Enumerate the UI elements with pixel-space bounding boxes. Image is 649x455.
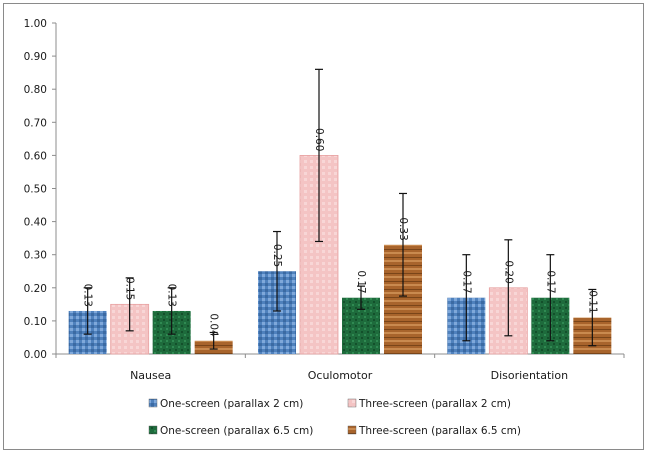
data-label: 0.17 xyxy=(355,270,367,293)
legend-label: One-screen (parallax 2 cm) xyxy=(160,398,303,410)
data-label: 0.20 xyxy=(502,260,514,283)
y-tick-label: 0.00 xyxy=(24,349,47,361)
y-tick-label: 0.30 xyxy=(24,250,47,262)
y-tick-label: 0.80 xyxy=(24,84,47,96)
legend-label: Three-screen (parallax 2 cm) xyxy=(358,398,511,410)
data-label: 0.15 xyxy=(124,277,136,300)
data-label: 0.11 xyxy=(586,290,598,313)
data-label: 0.13 xyxy=(82,284,94,307)
legend-swatch xyxy=(347,425,357,435)
data-label: 0.13 xyxy=(166,284,178,307)
legend-label: One-screen (parallax 6.5 cm) xyxy=(160,425,313,437)
bar-chart: 0.00 0.10 0.20 0.30 0.40 0.50 0.60 0.70 0.80 0.90… xyxy=(24,18,625,437)
category-label: Nausea xyxy=(130,369,171,382)
category-label: Oculomotor xyxy=(308,369,373,382)
y-tick-label: 0.50 xyxy=(24,184,47,196)
legend-swatch xyxy=(148,425,158,435)
chart-frame: 0.00 0.10 0.20 0.30 0.40 0.50 0.60 0.70 0.80 0.90… xyxy=(3,3,644,450)
y-tick-label: 1.00 xyxy=(24,18,47,30)
y-tick-label: 0.60 xyxy=(24,150,47,162)
category-label: Disorientation xyxy=(491,369,568,382)
y-tick-label: 0.20 xyxy=(24,283,47,295)
legend-swatch xyxy=(347,398,357,408)
data-label: 0.33 xyxy=(397,217,409,240)
y-tick-label: 0.40 xyxy=(24,217,47,229)
data-label: 0.04 xyxy=(208,313,220,337)
legend-label: Three-screen (parallax 6.5 cm) xyxy=(358,425,521,437)
data-label: 0.17 xyxy=(460,270,472,293)
y-tick-label: 0.10 xyxy=(24,316,47,328)
y-tick-label: 0.70 xyxy=(24,117,47,129)
y-tick-label: 0.90 xyxy=(24,51,47,63)
data-label: 0.17 xyxy=(544,270,556,293)
data-label: 0.25 xyxy=(271,244,283,267)
legend-swatch xyxy=(148,398,158,408)
data-label: 0.60 xyxy=(313,128,325,151)
